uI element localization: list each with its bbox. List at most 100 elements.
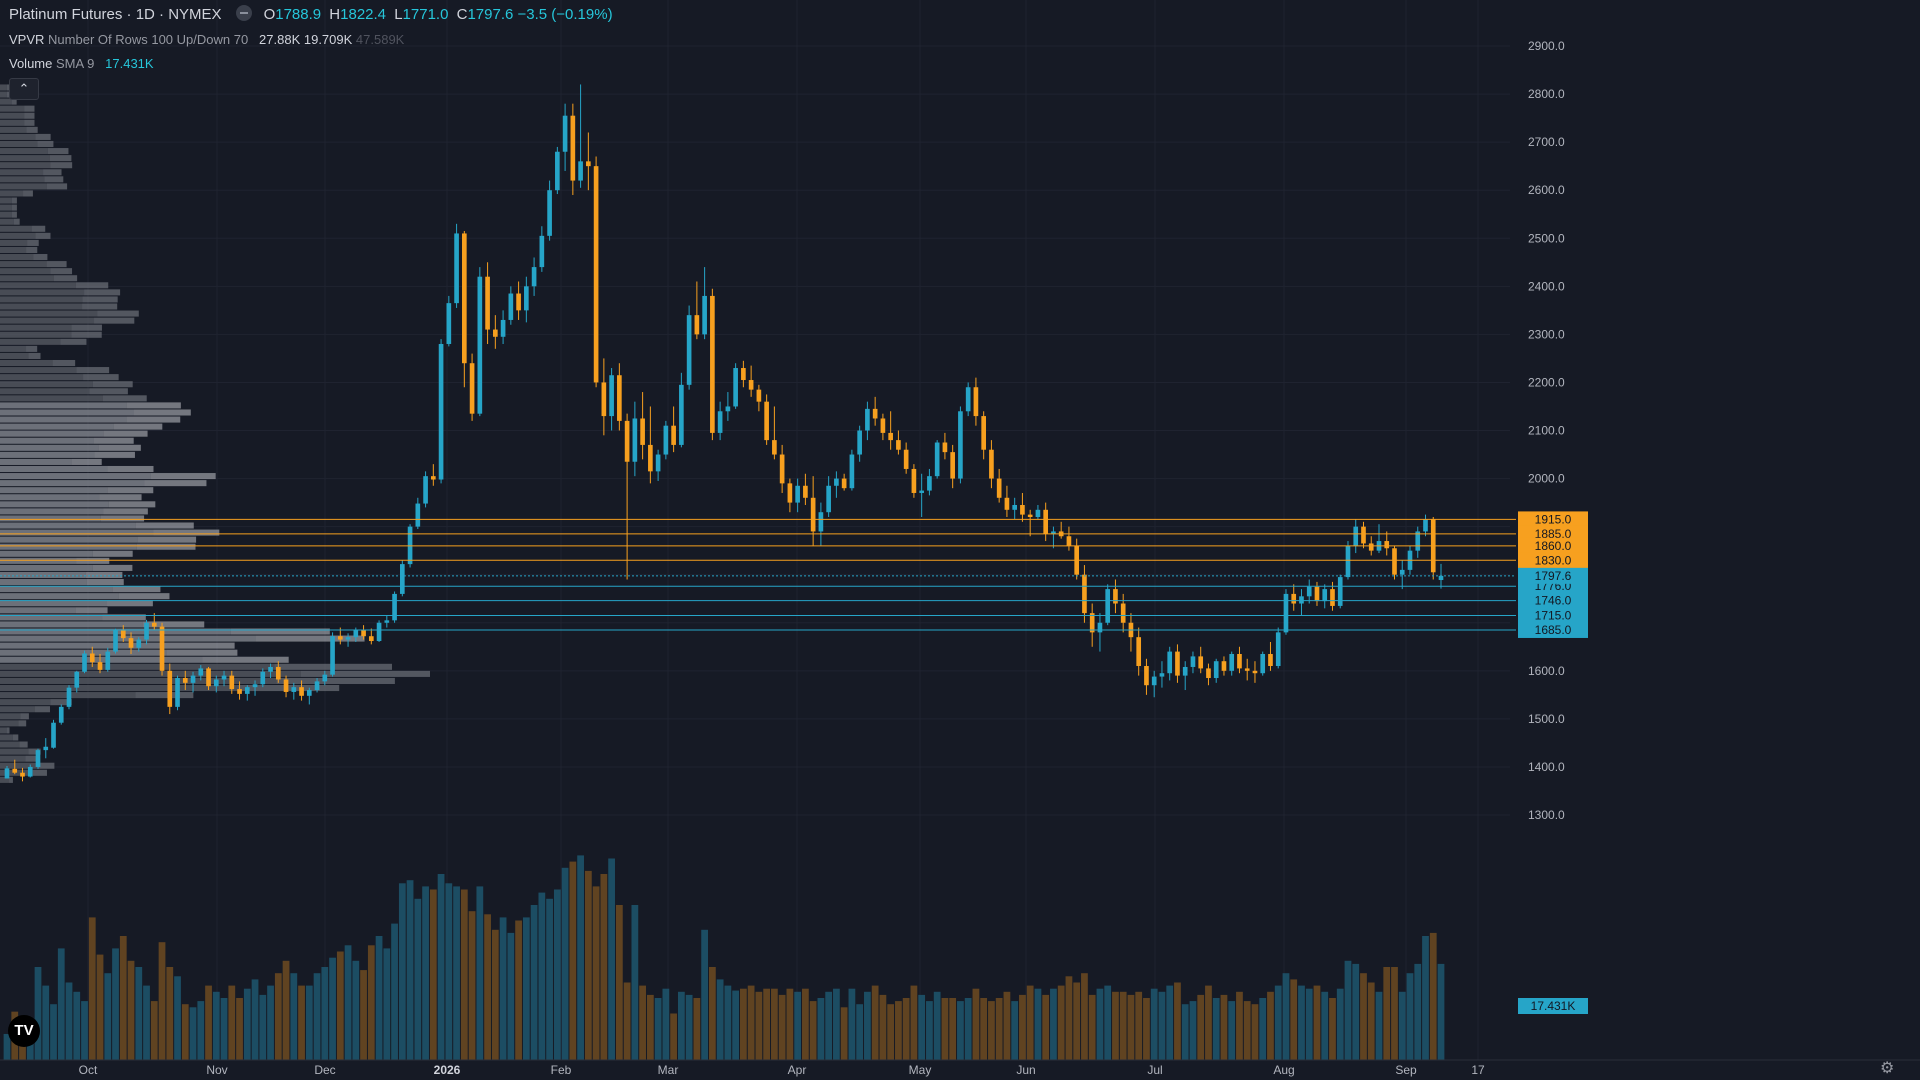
volume-profile-up-bar [0,261,47,268]
volume-bar [1158,991,1166,1060]
volume-profile-down-bar [71,324,102,331]
gear-icon[interactable]: ⚙ [1880,1060,1895,1077]
candle-body [896,440,901,450]
volume-profile-down-bar [71,331,102,338]
volume-bar [1236,991,1243,1060]
volume-legend[interactable]: Volume SMA 9 17.431K [9,56,154,71]
symbol-legend: Platinum Futures · 1D · NYMEX O1788.9 H18… [9,5,613,23]
volume-profile-up-bar [0,642,165,649]
volume-bar [584,870,592,1060]
volume-profile-down-bar [11,211,17,218]
volume-bar [220,998,228,1060]
volume-bar [236,998,243,1060]
volume-bar [732,990,740,1060]
volume-bar [1422,936,1429,1060]
candle-body [965,387,971,412]
volume-profile-up-bar [0,586,113,593]
candle-body [865,408,870,431]
volume-profile-up-bar [0,706,35,713]
volume-profile-up-bar [0,550,93,557]
volume-profile-up-bar [0,755,26,762]
volume-bar [499,917,507,1060]
volume-profile-down-bar [33,254,48,261]
candle-body [198,668,204,676]
volume-bar [538,892,546,1060]
volume-bar [949,998,957,1060]
volume-bar [670,1013,677,1060]
candle-body [748,380,754,390]
volume-bar [282,960,290,1060]
x-tick-label: Feb [551,1063,572,1077]
collapse-legend-button[interactable]: ⌃ [9,78,39,100]
support-label: 1746.0 [1535,594,1572,608]
candle-body [950,452,955,479]
volume-params: SMA 9 [56,56,95,71]
volume-bar [972,988,980,1060]
volume-bar [422,886,429,1060]
candle-body [872,408,878,419]
candle-body [1004,497,1010,510]
volume-profile-up-bar [0,663,275,670]
volume-value: 17.431K [105,56,154,71]
volume-label: 17.431K [1531,999,1576,1013]
volume-profile-down-bar [82,296,118,303]
candle-body [500,319,506,337]
volume-bar [817,998,825,1060]
price-axis[interactable]: 1300.01400.01500.01600.01700.01800.01900… [1518,39,1588,1014]
candle-body [725,406,731,412]
candle-body [911,468,917,493]
candle-body [1051,531,1056,534]
candle-body [857,430,862,455]
volume-profile-up-bar [0,126,27,133]
candle-body [671,425,676,445]
volume-profile-down-bar [31,225,46,232]
vpvr-params: Number Of Rows 100 Up/Down 70 [48,32,249,47]
market-status-icon[interactable] [235,5,252,22]
symbol-title[interactable]: Platinum Futures · 1D · NYMEX [9,6,222,23]
vpvr-legend[interactable]: VPVR Number Of Rows 100 Up/Down 70 27.88… [9,32,404,47]
volume-bar [1259,998,1267,1060]
candle-body [903,449,909,469]
candle-body [764,401,769,441]
candle-body [694,315,700,335]
candle-body [1268,653,1273,667]
volume-profile-up-bar [0,91,7,98]
candle-body [213,679,219,687]
candle-body [601,382,607,417]
candle-body [128,638,134,648]
volume-profile-down-bar [75,607,108,614]
candle-body [89,653,95,663]
tradingview-logo-icon[interactable]: TV [8,1015,40,1047]
volume-bar [1174,982,1181,1060]
y-tick-label: 2700.0 [1528,135,1565,149]
candle-body [27,766,33,777]
x-tick-label: Apr [788,1063,807,1077]
candle-body [888,432,893,441]
volume-bar [1143,998,1150,1060]
volume-bar [150,1001,158,1060]
candle-body [1221,661,1227,671]
candle-body [1415,531,1421,551]
candle-body [640,418,645,445]
volume-bar [135,967,143,1060]
volume-profile-up-bar [0,480,145,487]
candle-body [182,678,188,683]
candle-body [438,343,444,480]
support-label-bg [1518,592,1588,609]
volume-profile-up-bar [0,367,77,374]
volume-profile-down-bar [35,232,51,239]
candle-body [260,671,266,685]
volume-bar [1166,985,1174,1060]
time-axis[interactable]: Oct Nov Dec 2026 Feb Mar Apr May Jun Jul Aug Sep 17 [0,1059,1920,1077]
candle-body [989,449,994,479]
volume-bar [1019,994,1026,1060]
candle-body [1306,586,1312,597]
candle-body [679,384,684,445]
candle-body [306,690,312,696]
volume-profile-down-bar [20,713,29,720]
candle-body [593,166,599,383]
candle-body [702,295,707,335]
volume-bar [274,973,282,1060]
candle-body [1097,622,1103,633]
